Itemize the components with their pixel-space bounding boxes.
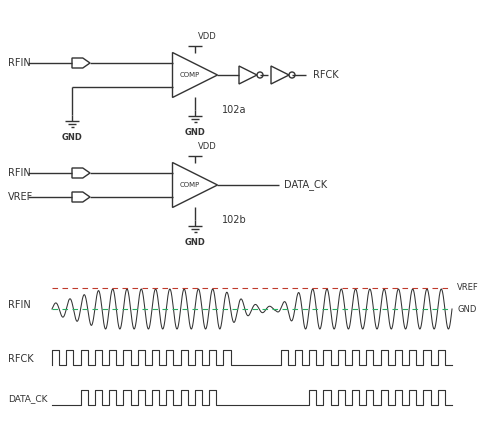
Text: VDD: VDD [198, 32, 217, 41]
Text: RFIN: RFIN [8, 168, 31, 178]
Text: GND: GND [62, 133, 83, 142]
Text: VREF: VREF [8, 192, 33, 202]
Text: VDD: VDD [198, 142, 217, 151]
Text: RFCK: RFCK [313, 70, 338, 80]
Text: 102b: 102b [222, 215, 247, 225]
Text: GND: GND [457, 304, 476, 313]
Text: GND: GND [184, 128, 206, 137]
Text: GND: GND [184, 238, 206, 247]
Text: DATA_CK: DATA_CK [8, 394, 48, 404]
Text: 102a: 102a [222, 105, 246, 115]
Text: COMP: COMP [180, 182, 200, 188]
Text: RFIN: RFIN [8, 300, 31, 310]
Text: COMP: COMP [180, 72, 200, 78]
Text: DATA_CK: DATA_CK [284, 180, 327, 191]
Text: RFCK: RFCK [8, 354, 33, 364]
Text: RFIN: RFIN [8, 58, 31, 68]
Text: VREF: VREF [457, 284, 479, 293]
